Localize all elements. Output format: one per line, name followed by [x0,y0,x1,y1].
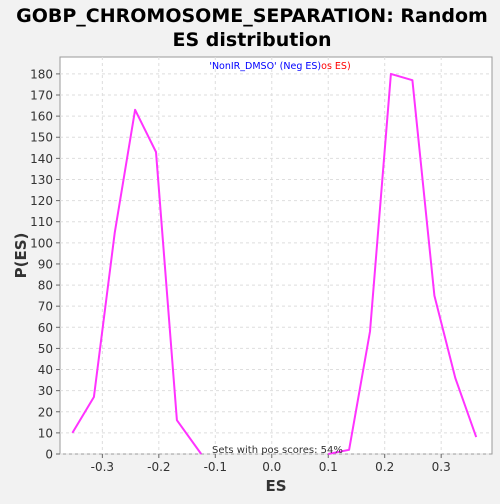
y-tick-label: 80 [38,279,53,293]
y-tick-label: 110 [30,215,53,229]
y-tick-label: 170 [30,89,53,103]
x-tick-label: -0.1 [204,460,227,474]
y-tick-label: 50 [38,342,53,356]
y-tick-label: 70 [38,300,53,314]
y-tick-label: 90 [38,257,53,271]
y-tick-label: 140 [30,152,53,166]
legend: 'NonIR_DMSO' (Neg ES)os ES) [209,61,350,72]
y-tick-label: 100 [30,236,53,250]
chart-title-line2: ES distribution [173,29,332,51]
y-tick-label: 10 [38,426,53,440]
pos-score-annotation: Sets with pos scores: 54% [212,445,343,456]
x-tick-label: 0.2 [375,460,394,474]
y-tick-label: 150 [30,131,53,145]
y-tick-label: 20 [38,405,53,419]
y-tick-label: 160 [30,110,53,124]
y-tick-label: 60 [38,321,53,335]
legend-neg-entry: 'NonIR_DMSO' (Neg ES) [209,61,321,72]
x-tick-label: 0.1 [319,460,338,474]
x-tick-label: 0.3 [432,460,451,474]
x-axis-ticks: -0.3 -0.2 -0.1 0.0 0.1 0.2 0.3 [91,454,451,474]
x-axis-label: ES [265,477,286,495]
y-axis-label: P(ES) [12,233,30,279]
gridlines [60,57,492,455]
series-line-2 [328,72,478,455]
y-tick-label: 120 [30,194,53,208]
x-tick-label: 0.0 [262,460,281,474]
y-axis-ticks: 0 10 20 30 40 50 60 70 80 90 100 110 120 130 140 150 160… [30,67,60,462]
y-tick-label: 30 [38,384,53,398]
y-tick-label: 130 [30,173,53,187]
x-tick-label: -0.3 [91,460,114,474]
y-tick-label: 0 [45,448,53,462]
chart-title-line1: GOBP_CHROMOSOME_SEPARATION: Random [16,5,488,27]
y-tick-label: 180 [30,67,53,81]
y-tick-label: 40 [38,363,53,377]
legend-pos-entry: os ES) [321,61,351,72]
x-tick-label: -0.2 [147,460,170,474]
series-line-1 [71,108,203,455]
series-lines [71,72,478,455]
